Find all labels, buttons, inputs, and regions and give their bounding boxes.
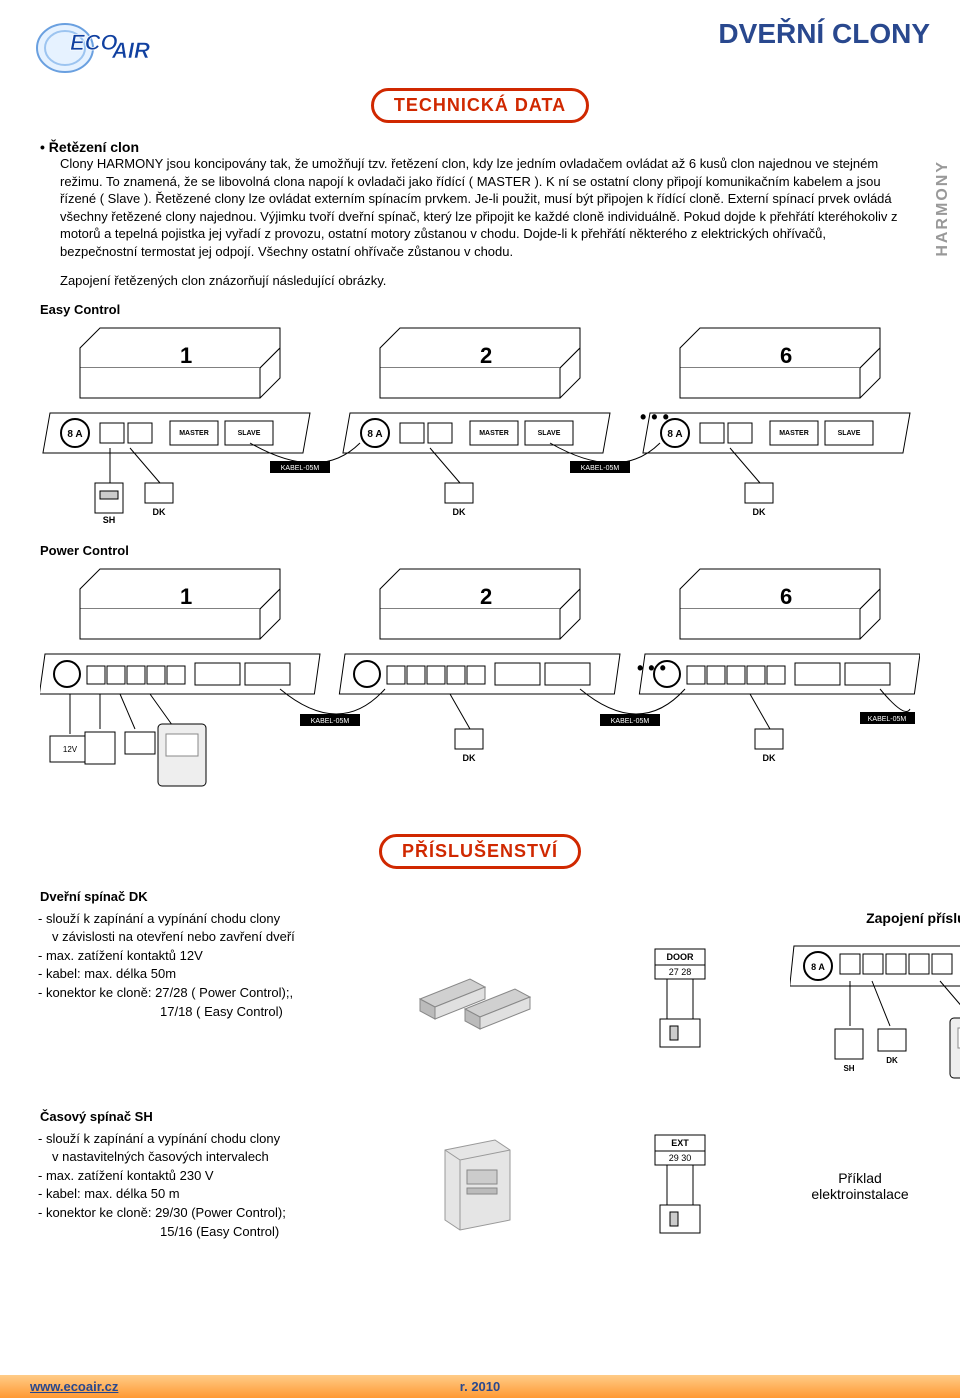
- chain-body-text-2: Zapojení řetězených clon znázorňují násl…: [60, 272, 900, 290]
- product-line-label: HARMONY: [934, 160, 952, 257]
- svg-text:1: 1: [180, 584, 192, 609]
- accessory-dk-text: slouží k zapínání a vypínání chodu clony…: [30, 910, 370, 1089]
- svg-text:KABEL-05M: KABEL-05M: [311, 718, 350, 725]
- svg-text:DK: DK: [886, 1056, 898, 1065]
- section-header-accessories: PŘÍSLUŠENSTVÍ: [379, 834, 581, 869]
- brand-logo: ECO AIR: [30, 18, 160, 78]
- svg-text:27 28: 27 28: [669, 967, 692, 977]
- page-footer: www.ecoair.cz r. 2010: [0, 1375, 960, 1398]
- power-control-diagram: 1 2 6: [40, 564, 920, 804]
- accessory-dk-pinout: DOOR 27 28: [590, 910, 770, 1089]
- svg-text:KABEL-05M: KABEL-05M: [281, 465, 320, 472]
- svg-text:DOOR: DOOR: [667, 952, 695, 962]
- accessory-sh-title: Časový spínač SH: [40, 1109, 930, 1124]
- page-title: DVEŘNÍ CLONY: [718, 18, 930, 50]
- accessory-sh-image: [390, 1130, 570, 1241]
- connection-diagram: 8 A MASTER SLAVE SH DK KABEL-05M: [790, 936, 960, 1086]
- right-heading-example: Příklad elektroinstalace: [790, 1170, 930, 1202]
- easy-control-diagram: 8 A MASTER SLAVE 1 2 6 • • • KABEL-05M K…: [40, 323, 920, 523]
- svg-text:DK: DK: [763, 753, 776, 763]
- accessory-dk-title: Dveřní spínač DK: [40, 889, 930, 904]
- chain-heading: • Řetězení clon: [40, 139, 930, 155]
- svg-text:6: 6: [780, 584, 792, 609]
- footer-year: r. 2010: [330, 1379, 630, 1394]
- svg-text:KABEL-05M: KABEL-05M: [611, 718, 650, 725]
- svg-text:SH: SH: [843, 1064, 854, 1073]
- svg-text:AIR: AIR: [111, 38, 150, 63]
- svg-text:8 A: 8 A: [811, 962, 825, 972]
- svg-text:12V: 12V: [63, 745, 78, 754]
- chain-body-text: Clony HARMONY jsou koncipovány tak, že u…: [60, 155, 900, 260]
- svg-text:6: 6: [780, 343, 792, 368]
- svg-text:DK: DK: [463, 753, 476, 763]
- accessory-dk-image: [390, 910, 570, 1089]
- svg-text:DK: DK: [753, 507, 766, 517]
- easy-control-label: Easy Control: [40, 302, 930, 317]
- svg-text:DK: DK: [153, 507, 166, 517]
- svg-text:KABEL-05M: KABEL-05M: [581, 465, 620, 472]
- svg-text:1: 1: [180, 343, 192, 368]
- power-control-label: Power Control: [40, 543, 930, 558]
- svg-text:2: 2: [480, 584, 492, 609]
- section-header-technical: TECHNICKÁ DATA: [371, 88, 589, 123]
- svg-text:ECO: ECO: [70, 30, 118, 55]
- right-heading-connection: Zapojení příslušenství: [790, 910, 960, 926]
- svg-text:29 30: 29 30: [669, 1153, 692, 1163]
- svg-text:EXT: EXT: [671, 1138, 689, 1148]
- svg-text:2: 2: [480, 343, 492, 368]
- svg-text:• • •: • • •: [637, 658, 666, 678]
- svg-text:DK: DK: [453, 507, 466, 517]
- accessory-sh-pinout: EXT 29 30: [590, 1130, 770, 1241]
- svg-text:SH: SH: [103, 515, 116, 523]
- footer-url[interactable]: www.ecoair.cz: [30, 1379, 330, 1394]
- accessory-sh-text: slouží k zapínání a vypínání chodu clony…: [30, 1130, 370, 1241]
- svg-text:KABEL-05M: KABEL-05M: [868, 716, 907, 723]
- svg-text:• • •: • • •: [640, 407, 669, 427]
